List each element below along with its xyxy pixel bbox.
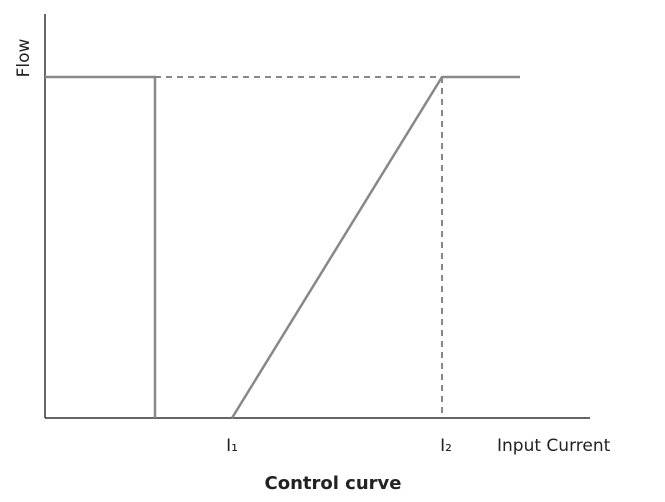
y-axis-label: Flow <box>14 39 34 78</box>
x-axis-label: Input Current <box>497 436 611 456</box>
caption: Control curve <box>265 473 402 494</box>
x-marker-label: I₂ <box>440 436 452 456</box>
off-curve <box>45 75 157 418</box>
ramp-curve <box>230 76 444 419</box>
x-marker-label: I₁ <box>226 436 238 456</box>
